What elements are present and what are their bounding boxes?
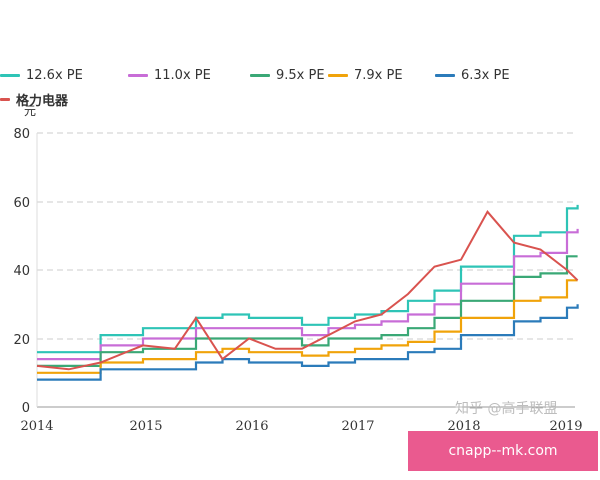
legend-label: 格力电器 [16,94,69,109]
grid-lines [36,132,575,408]
svg-text:0: 0 [22,401,30,416]
series-line-1 [37,228,579,361]
svg-text:2018: 2018 [447,419,480,434]
legend-swatch-icon [328,74,348,77]
svg-text:2019: 2019 [549,419,582,434]
svg-text:60: 60 [13,196,30,211]
series-line-2 [37,255,578,367]
legend-label: 7.9x PE [354,68,403,83]
svg-text:20: 20 [13,333,30,348]
legend-swatch-icon [128,74,148,77]
legend-item[interactable]: 9.5x PE [250,68,325,83]
legend-label: 9.5x PE [276,68,325,83]
series-line-3 [37,279,578,374]
legend-item[interactable]: 6.3x PE [435,68,510,83]
legend-label: 11.0x PE [154,68,211,83]
x-axis-ticks: 2014 2015 2016 2017 2018 2019 [20,419,582,434]
svg-text:40: 40 [13,264,30,279]
legend-item[interactable]: 11.0x PE [128,68,211,83]
legend-label: 12.6x PE [26,68,83,83]
legend-item[interactable]: 7.9x PE [328,68,403,83]
url-banner[interactable]: cnapp--mk.com [408,431,598,471]
series-line-4 [37,304,579,381]
legend-swatch-icon [435,74,455,77]
legend-item[interactable]: 格力电器 [0,90,68,109]
banner-text: cnapp--mk.com [448,443,558,459]
series-line-0 [37,204,579,354]
svg-text:2014: 2014 [20,419,53,434]
legend-swatch-icon [250,74,270,77]
series-lines [36,204,579,381]
watermark: 知乎 @高手联盟 [455,401,558,417]
chart-legend: 12.6x PE 11.0x PE 9.5x PE 7.9x PE 6.3x P… [0,66,600,109]
legend-swatch-icon [0,74,20,77]
legend-swatch-icon [0,98,10,101]
y-axis-unit: 元 [24,104,37,118]
series-line-5 [36,210,579,371]
svg-text:2016: 2016 [235,419,268,434]
svg-text:2015: 2015 [129,419,162,434]
legend-label: 6.3x PE [461,68,510,83]
legend-item[interactable]: 12.6x PE [0,68,83,83]
y-axis-ticks: 80 60 40 20 0 [13,127,30,416]
svg-text:2017: 2017 [341,419,374,434]
svg-text:80: 80 [13,127,30,142]
